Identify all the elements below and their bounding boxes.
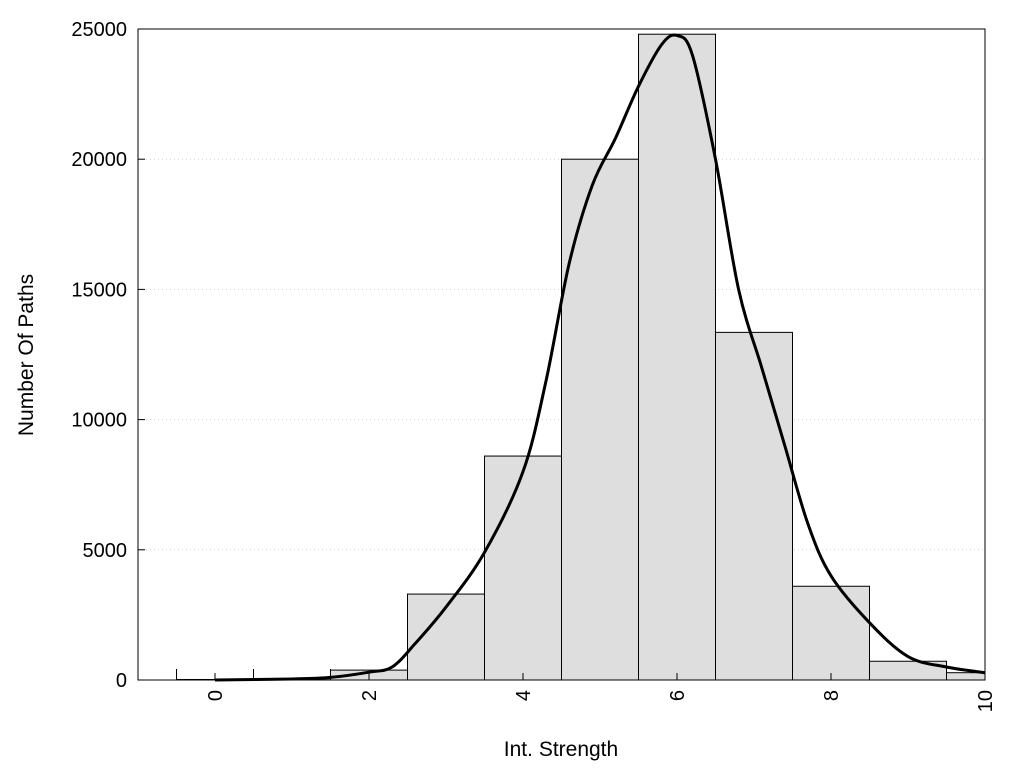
x-axis-ticks: 0 2 4 6 8 10 [205,673,997,712]
x-tick-label: 6 [667,690,689,701]
y-axis-label: Number Of Paths [15,274,38,436]
x-axis-label: Int. Strength [504,738,618,761]
x-tick-label: 2 [359,690,381,701]
y-tick-label: 10000 [71,410,127,432]
y-tick-label: 5000 [83,540,128,562]
x-tick-label: 8 [821,690,843,701]
x-tick-label: 4 [513,690,535,701]
plot-frame [137,28,986,681]
histogram-bar [946,672,986,681]
histogram-bars [176,33,986,681]
y-tick-label: 20000 [71,149,127,171]
x-tick-label: 10 [975,690,997,712]
y-tick-label: 25000 [71,19,127,41]
y-tick-label: 0 [116,670,127,692]
histogram-bar [561,158,639,681]
histogram-bar [484,455,562,681]
x-tick-label: 0 [205,690,227,701]
y-tick-label: 15000 [71,279,127,301]
histogram-bar [792,585,870,681]
histogram-bar [715,331,793,681]
y-axis-ticks: 0 5000 10000 15000 20000 25000 [71,19,145,692]
density-curve [214,33,986,682]
histogram-bar [638,33,716,681]
